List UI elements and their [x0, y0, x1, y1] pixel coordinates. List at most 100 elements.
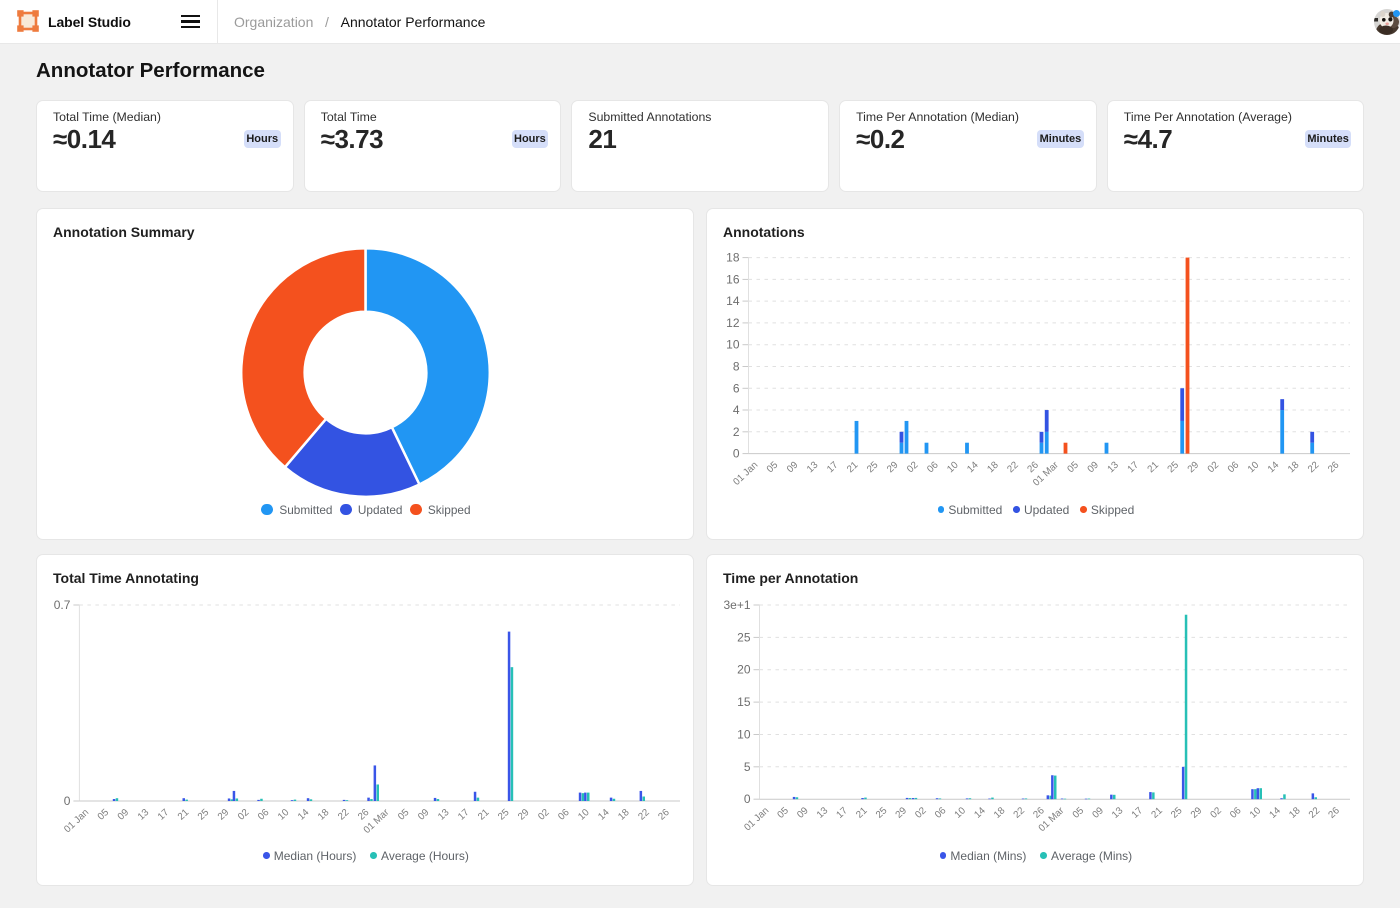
svg-text:3e+1: 3e+1 — [723, 598, 750, 612]
svg-text:02: 02 — [1206, 460, 1221, 475]
svg-text:0: 0 — [744, 792, 751, 806]
svg-text:29: 29 — [216, 807, 231, 822]
svg-text:05: 05 — [765, 459, 781, 475]
svg-text:0: 0 — [64, 794, 71, 808]
svg-text:10: 10 — [1248, 805, 1264, 821]
svg-text:16: 16 — [726, 272, 740, 286]
svg-text:8: 8 — [733, 360, 740, 374]
svg-text:0: 0 — [733, 447, 740, 461]
svg-text:22: 22 — [1306, 460, 1321, 475]
svg-text:25: 25 — [196, 807, 212, 823]
svg-text:18: 18 — [1287, 805, 1303, 821]
svg-text:29: 29 — [1186, 460, 1201, 475]
svg-text:6: 6 — [733, 381, 740, 395]
svg-text:15: 15 — [737, 695, 751, 709]
svg-text:25: 25 — [1166, 459, 1182, 475]
svg-text:17: 17 — [834, 805, 849, 820]
svg-text:17: 17 — [825, 460, 840, 475]
svg-text:4: 4 — [733, 403, 740, 417]
svg-text:05: 05 — [1071, 805, 1087, 821]
svg-text:09: 09 — [416, 807, 431, 822]
svg-text:25: 25 — [496, 807, 512, 823]
svg-text:17: 17 — [1126, 460, 1141, 475]
svg-text:06: 06 — [256, 807, 272, 823]
svg-text:14: 14 — [965, 459, 981, 475]
svg-text:17: 17 — [156, 807, 171, 822]
svg-text:18: 18 — [616, 807, 632, 823]
svg-text:5: 5 — [744, 760, 751, 774]
svg-text:26: 26 — [656, 807, 672, 823]
svg-text:10: 10 — [726, 338, 740, 352]
svg-text:05: 05 — [96, 807, 112, 823]
svg-text:14: 14 — [596, 807, 612, 823]
svg-text:14: 14 — [1266, 459, 1282, 475]
svg-text:22: 22 — [1005, 460, 1020, 475]
svg-text:13: 13 — [815, 805, 831, 821]
svg-text:21: 21 — [1146, 460, 1161, 475]
svg-text:18: 18 — [726, 251, 740, 265]
svg-text:29: 29 — [894, 805, 909, 820]
svg-text:05: 05 — [775, 805, 791, 821]
svg-text:14: 14 — [726, 294, 740, 308]
svg-text:09: 09 — [1085, 460, 1100, 475]
svg-text:22: 22 — [1012, 805, 1027, 820]
svg-text:2: 2 — [733, 425, 740, 439]
svg-text:13: 13 — [136, 807, 152, 823]
svg-text:13: 13 — [805, 459, 821, 475]
svg-text:20: 20 — [737, 663, 751, 677]
svg-text:09: 09 — [785, 460, 800, 475]
svg-text:17: 17 — [1130, 805, 1145, 820]
svg-text:02: 02 — [236, 807, 251, 822]
svg-text:09: 09 — [795, 805, 810, 820]
svg-text:10: 10 — [953, 805, 969, 821]
svg-text:05: 05 — [396, 807, 412, 823]
svg-text:25: 25 — [737, 630, 751, 644]
svg-text:22: 22 — [336, 807, 351, 822]
svg-text:05: 05 — [1065, 459, 1081, 475]
svg-text:26: 26 — [1326, 805, 1342, 821]
svg-text:10: 10 — [945, 459, 961, 475]
svg-text:02: 02 — [905, 460, 920, 475]
svg-text:18: 18 — [1286, 459, 1302, 475]
svg-text:01 Jan: 01 Jan — [62, 807, 91, 835]
svg-text:14: 14 — [296, 807, 312, 823]
svg-text:02: 02 — [1208, 805, 1223, 820]
svg-text:14: 14 — [1267, 805, 1283, 821]
svg-text:14: 14 — [972, 805, 988, 821]
svg-text:13: 13 — [436, 807, 452, 823]
svg-text:18: 18 — [992, 805, 1008, 821]
svg-text:21: 21 — [1149, 805, 1164, 820]
svg-text:06: 06 — [925, 459, 941, 475]
svg-text:18: 18 — [316, 807, 332, 823]
svg-text:06: 06 — [1228, 805, 1244, 821]
svg-text:21: 21 — [476, 807, 491, 822]
svg-text:13: 13 — [1110, 805, 1126, 821]
svg-text:01 Jan: 01 Jan — [742, 805, 771, 833]
svg-text:0.7: 0.7 — [54, 598, 71, 612]
svg-text:02: 02 — [913, 805, 928, 820]
svg-text:06: 06 — [933, 805, 949, 821]
svg-text:13: 13 — [1105, 459, 1121, 475]
svg-text:09: 09 — [1090, 805, 1105, 820]
svg-text:09: 09 — [116, 807, 131, 822]
svg-text:21: 21 — [854, 805, 869, 820]
svg-text:22: 22 — [1307, 805, 1322, 820]
svg-text:10: 10 — [276, 807, 292, 823]
svg-text:01 Jan: 01 Jan — [731, 460, 760, 488]
svg-text:29: 29 — [516, 807, 531, 822]
svg-text:25: 25 — [865, 459, 881, 475]
svg-text:25: 25 — [874, 805, 890, 821]
svg-text:12: 12 — [726, 316, 740, 330]
svg-text:06: 06 — [556, 807, 572, 823]
svg-text:21: 21 — [176, 807, 191, 822]
svg-text:25: 25 — [1169, 805, 1185, 821]
svg-text:17: 17 — [456, 807, 471, 822]
svg-text:10: 10 — [737, 728, 751, 742]
svg-text:18: 18 — [985, 459, 1001, 475]
svg-text:26: 26 — [1326, 459, 1342, 475]
svg-text:22: 22 — [636, 807, 651, 822]
svg-text:06: 06 — [1226, 459, 1242, 475]
svg-text:29: 29 — [1189, 805, 1204, 820]
svg-text:10: 10 — [1246, 459, 1262, 475]
svg-text:02: 02 — [536, 807, 551, 822]
